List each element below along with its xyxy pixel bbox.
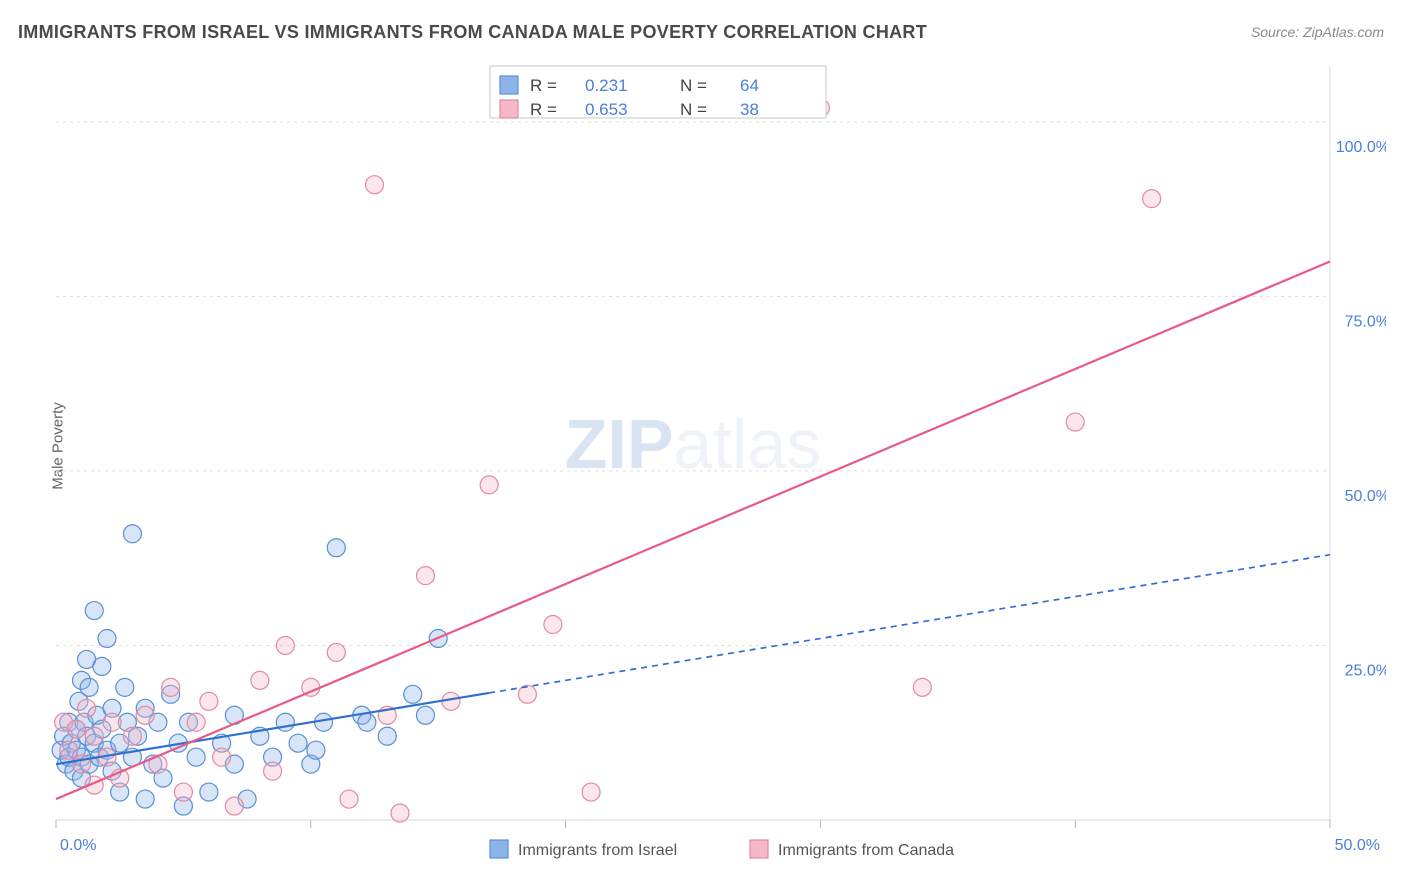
chart-svg: 25.0% 50.0% 75.0% 100.0% 0.0% 50.0% ZIPatlas R … (50, 60, 1386, 860)
point-canada (582, 783, 600, 801)
point-canada (366, 176, 384, 194)
point-israel (378, 727, 396, 745)
stats-n-value: 64 (740, 76, 759, 95)
point-canada (913, 678, 931, 696)
point-canada (174, 783, 192, 801)
point-israel (416, 706, 434, 724)
x-tick-label: 50.0% (1335, 837, 1380, 854)
point-israel (404, 685, 422, 703)
source-attribution: Source: ZipAtlas.com (1251, 24, 1384, 40)
point-canada (213, 748, 231, 766)
regression-canada-solid (56, 261, 1330, 799)
point-canada (544, 616, 562, 634)
point-canada (276, 636, 294, 654)
point-canada (123, 727, 141, 745)
stats-r-value: 0.653 (585, 100, 628, 119)
point-israel (289, 734, 307, 752)
point-canada (187, 713, 205, 731)
point-israel (85, 602, 103, 620)
stats-swatch (500, 100, 518, 118)
point-canada (264, 762, 282, 780)
stats-n-label: N = (680, 100, 707, 119)
legend-swatch (490, 840, 508, 858)
y-tick-label: 25.0% (1345, 662, 1386, 679)
stats-swatch (500, 76, 518, 94)
source-name: ZipAtlas.com (1303, 24, 1384, 40)
point-canada (327, 643, 345, 661)
stats-r-label: R = (530, 76, 557, 95)
point-israel (116, 678, 134, 696)
point-israel (307, 741, 325, 759)
point-canada (67, 720, 85, 738)
watermark: ZIPatlas (565, 405, 822, 483)
x-tick-label: 0.0% (60, 837, 96, 854)
point-canada (518, 685, 536, 703)
point-canada (103, 713, 121, 731)
point-canada (416, 567, 434, 585)
point-canada (162, 678, 180, 696)
point-israel (136, 790, 154, 808)
point-canada (200, 692, 218, 710)
point-canada (391, 804, 409, 822)
y-tick-label: 50.0% (1345, 488, 1386, 505)
point-canada (251, 671, 269, 689)
regression-israel-dashed (489, 555, 1330, 693)
point-canada (78, 699, 96, 717)
legend-label: Immigrants from Canada (778, 842, 954, 859)
point-israel (187, 748, 205, 766)
point-israel (123, 525, 141, 543)
point-canada (1143, 190, 1161, 208)
point-canada (225, 797, 243, 815)
y-tick-label: 75.0% (1345, 313, 1386, 330)
plot-area: 25.0% 50.0% 75.0% 100.0% 0.0% 50.0% ZIPatlas R … (50, 60, 1386, 860)
stats-r-value: 0.231 (585, 76, 628, 95)
point-israel (200, 783, 218, 801)
point-canada (480, 476, 498, 494)
point-israel (98, 629, 116, 647)
point-israel (80, 678, 98, 696)
point-canada (85, 727, 103, 745)
point-israel (358, 713, 376, 731)
point-canada (1066, 413, 1084, 431)
y-tick-label: 100.0% (1336, 139, 1386, 156)
stats-r-label: R = (530, 100, 557, 119)
stats-n-label: N = (680, 76, 707, 95)
chart-title: IMMIGRANTS FROM ISRAEL VS IMMIGRANTS FRO… (18, 22, 927, 43)
point-canada (136, 706, 154, 724)
point-canada (60, 741, 78, 759)
stats-n-value: 38 (740, 100, 759, 119)
legend-label: Immigrants from Israel (518, 842, 677, 859)
point-canada (340, 790, 358, 808)
legend-swatch (750, 840, 768, 858)
point-israel (327, 539, 345, 557)
source-prefix: Source: (1251, 24, 1303, 40)
point-israel (93, 657, 111, 675)
